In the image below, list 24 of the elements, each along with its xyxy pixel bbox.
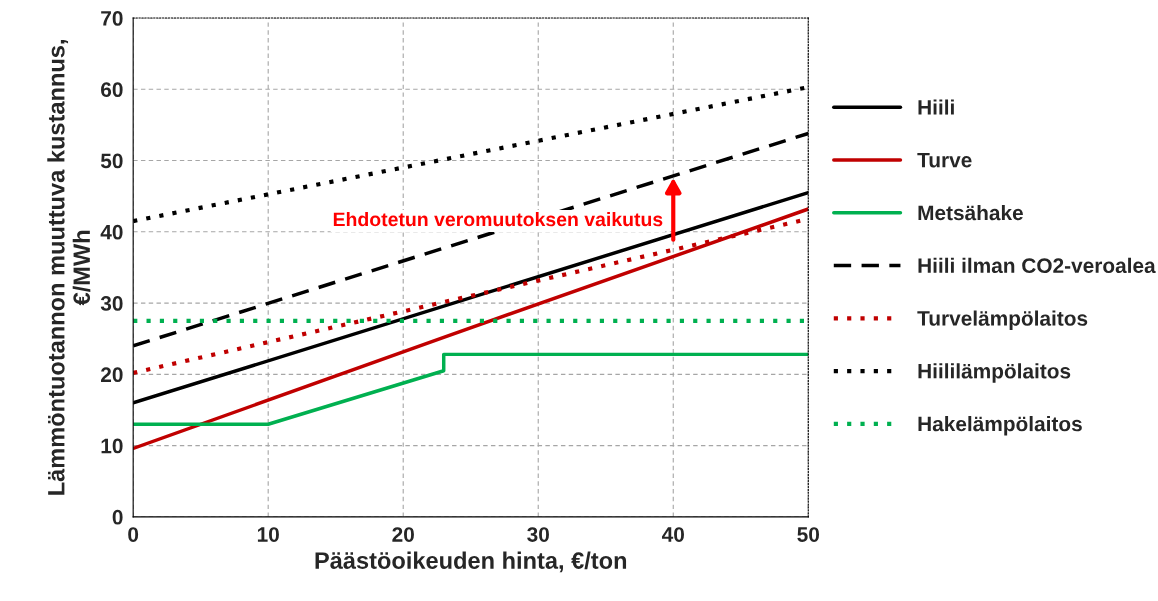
y-tick-label: 10 [101,438,123,454]
x-tick-label: 20 [392,527,414,542]
y-tick-label: 0 [112,509,123,525]
y-axis-title: Lämmöntuotannon muuttuva kustannus, €/MWh [47,40,91,495]
legend-label: Metsähake [918,204,1023,221]
x-tick-label: 50 [797,527,820,542]
y-tick-label: 60 [101,82,123,98]
x-tick-label: 40 [661,527,684,542]
legend-label: Turve [917,152,972,168]
legend-label: Hiili [918,99,954,115]
x-tick-label: 10 [257,527,279,542]
annotation: Ehdotetun veromuutoksen vaikutus [333,211,663,227]
x-tick-label: 30 [527,527,549,542]
y-tick-label: 40 [100,224,123,240]
legend-label: Hiili ilman CO2-veroalea [918,257,1156,274]
y-tick-label: 30 [100,296,123,311]
legend-label: Hiililämpölaitos [918,363,1071,383]
y-tick-label: 50 [100,153,123,169]
x-axis-title: Päästöoikeuden hinta, €/ton [315,551,627,573]
legend-label: Hakelämpölaitos [918,416,1082,436]
y-tick-label: 20 [101,367,123,383]
y-tick-label: 70 [101,11,123,26]
legend-label: Turvelämpölaitos [917,310,1088,330]
x-tick-label: 0 [128,527,139,542]
